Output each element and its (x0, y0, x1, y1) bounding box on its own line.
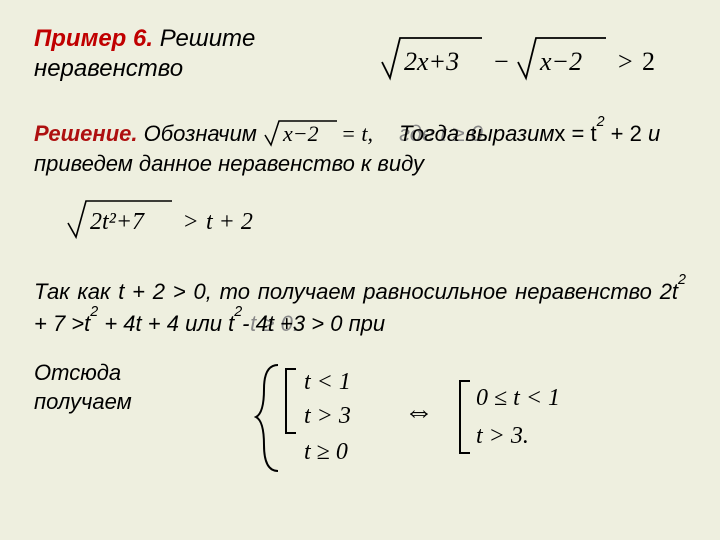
sys-l2: t ≥ 0 (304, 439, 348, 465)
jp-i1e: 2 (678, 272, 686, 288)
subst-lhs: x−2 (282, 121, 319, 146)
hence-row: Отсюда получаем t < 1 t > 3 t ≥ 0 ⇔ 0 ≤ … (34, 359, 686, 484)
jp-i1r1e: 2 (90, 304, 98, 320)
jp-t3: или (179, 311, 228, 336)
sol-t2: Тогда выразим (399, 121, 554, 146)
sys-r0: 0 ≤ t < 1 (476, 385, 560, 411)
derived-ineq-svg: 2t²+7 > t + 2 (64, 197, 294, 245)
radicand-a: 2x+3 (404, 47, 459, 76)
slide-root: Пример 6. Решите неравенство 2x+3 − x−2 … (0, 0, 720, 540)
main-rhs: 2 (642, 47, 655, 76)
system-svg: t < 1 t > 3 t ≥ 0 ⇔ 0 ≤ t < 1 t > 3. (254, 359, 634, 479)
jp-i1m: + 7 > (34, 311, 84, 336)
jp-t2: , то получаем равносильное неравенство (206, 279, 660, 304)
system-container: t < 1 t > 3 t ≥ 0 ⇔ 0 ≤ t < 1 t > 3. (254, 359, 634, 484)
derived-rhs: t + 2 (206, 209, 253, 235)
jp-t4: при (342, 311, 385, 336)
hence-text: Отсюда получаем (34, 359, 214, 416)
sol-t1: Обозначим (138, 121, 264, 146)
subst-svg: x−2 = t, (263, 119, 393, 149)
justify-paragraph: Так как t + 2 > 0, то получаем равносиль… (34, 276, 686, 340)
jp-t1: Так как (34, 279, 118, 304)
sys-l1: t > 3 (304, 403, 351, 429)
solution-lead: Решение. (34, 121, 138, 146)
jp-i2e: 2 (234, 304, 242, 320)
radicand-b: x−2 (539, 47, 582, 76)
xeq-exp: 2 (597, 114, 605, 130)
main-inequality: 2x+3 − x−2 > 2 (378, 34, 678, 91)
solution-paragraph: Решение. Обозначим x−2 = t, где t ≥ 0. Т… (34, 119, 686, 179)
title-prefix: Пример 6. (34, 25, 153, 52)
main-inequality-svg: 2x+3 − x−2 > 2 (378, 34, 678, 86)
derived-radicand: 2t²+7 (90, 209, 145, 235)
derived-inequality: 2t²+7 > t + 2 (64, 197, 686, 250)
main-cmp: > (618, 47, 633, 76)
sys-l0: t < 1 (304, 369, 351, 395)
jp-cond: t + 2 > 0 (118, 279, 206, 304)
main-op: − (494, 47, 509, 76)
example-title: Пример 6. Решите неравенство (34, 24, 354, 84)
derived-cmp: > (184, 209, 198, 235)
jp-i1r2: + 4t + 4 (98, 311, 179, 336)
sys-equiv: ⇔ (404, 395, 434, 428)
jp-i2hidden: - 4t +3 > 0 (242, 311, 342, 336)
xeq: x = t (554, 121, 596, 146)
subst-eq: = t, (341, 121, 373, 146)
xeq2: + 2 (605, 121, 642, 146)
header-row: Пример 6. Решите неравенство 2x+3 − x−2 … (34, 24, 686, 91)
jp-i1l: 2t (660, 279, 678, 304)
sys-r1: t > 3. (476, 423, 529, 449)
